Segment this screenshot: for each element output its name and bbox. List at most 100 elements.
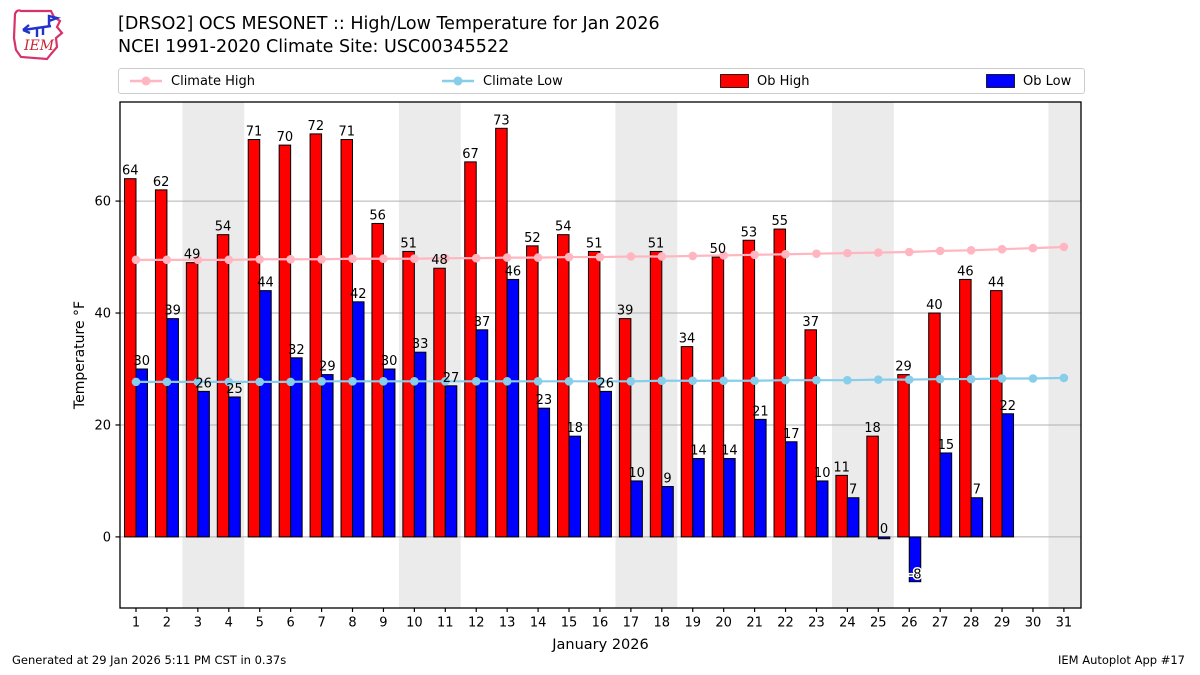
x-tick-label: 13	[499, 616, 516, 631]
value-label: 44	[257, 276, 274, 291]
climate-low-line	[131, 373, 1069, 387]
climate-high-line	[131, 242, 1069, 265]
ob-low-swatch-icon	[986, 74, 1015, 88]
value-label: 27	[443, 371, 460, 386]
value-label: 64	[122, 164, 139, 179]
bar-day-19	[680, 346, 694, 538]
value-label: 71	[338, 125, 355, 140]
bar-day-23	[815, 480, 829, 538]
value-label: 25	[226, 382, 243, 397]
value-label: 39	[164, 304, 181, 319]
bar-day-20	[711, 256, 725, 538]
value-label: 49	[184, 248, 201, 263]
legend-item-ob-high: Ob High	[720, 69, 810, 93]
x-tick-label: 5	[256, 616, 264, 631]
x-tick-label: 14	[530, 616, 547, 631]
bar-day-20	[723, 458, 736, 538]
bar-day-21	[754, 418, 767, 538]
bar-day-24	[835, 474, 848, 538]
legend-label: Climate Low	[483, 73, 563, 89]
value-label: 70	[277, 130, 294, 145]
y-axis: 0 20 40 60 Temperature °F	[72, 195, 120, 545]
x-tick-label: 27	[932, 616, 949, 631]
y-tick-label: 20	[94, 418, 111, 433]
value-label: 7	[973, 483, 981, 498]
value-label: 14	[690, 444, 707, 459]
value-label: 26	[597, 376, 614, 391]
x-tick-label: 2	[163, 616, 171, 631]
value-label: 40	[926, 298, 943, 313]
bar-day-9	[382, 368, 396, 538]
bar-day-28	[970, 497, 984, 538]
x-tick-label: 25	[870, 616, 887, 631]
y-tick-label: 0	[103, 530, 111, 545]
ob-high-swatch-icon	[720, 74, 749, 88]
value-label: 72	[308, 119, 325, 134]
bar-day-8	[340, 139, 354, 538]
x-tick-label: 12	[468, 616, 485, 631]
bar-day-8	[352, 301, 365, 538]
bar-day-23	[804, 329, 817, 538]
value-label: 34	[679, 332, 696, 347]
bar-day-14	[526, 245, 539, 538]
bar-day-6	[278, 144, 292, 538]
x-tick-label: 21	[746, 616, 763, 631]
bar-day-12	[464, 161, 477, 538]
x-tick-label: 9	[379, 616, 387, 631]
value-label: 0	[880, 522, 888, 537]
legend-label: Ob High	[757, 73, 810, 89]
x-tick-label: 24	[839, 616, 856, 631]
bar-day-13	[495, 127, 508, 538]
value-label: 10	[814, 466, 831, 481]
x-tick-label: 7	[317, 616, 325, 631]
x-tick-label: 23	[808, 616, 825, 631]
value-label: 71	[246, 125, 263, 140]
value-label: 23	[536, 393, 553, 408]
legend-label: Climate High	[171, 73, 256, 89]
bar-day-27	[928, 312, 941, 538]
bar-day-17	[618, 318, 632, 538]
value-label: 17	[783, 427, 800, 442]
x-tick-label: 16	[592, 616, 609, 631]
value-label: 18	[566, 421, 583, 436]
x-tick-label: 8	[348, 616, 356, 631]
autoplot-app-label: IEM Autoplot App #17	[1057, 653, 1185, 667]
value-label: 48	[431, 253, 448, 268]
value-label: 22	[1000, 399, 1017, 414]
bar-day-15	[557, 234, 570, 538]
value-label: 33	[412, 337, 429, 352]
bar-day-25	[877, 536, 891, 540]
x-tick-label: 17	[623, 616, 640, 631]
bar-day-18	[661, 486, 674, 538]
value-label: -8	[909, 568, 922, 583]
bar-day-29	[1001, 413, 1015, 538]
ob-high-bars	[124, 127, 1003, 538]
bar-day-25	[866, 435, 879, 538]
bar-day-16	[599, 390, 612, 538]
x-tick-label: 28	[963, 616, 980, 631]
value-label: 14	[721, 444, 738, 459]
value-label: 7	[849, 483, 857, 498]
value-label: 52	[524, 231, 541, 246]
legend: Climate High Climate Low Ob High Ob Low	[118, 68, 1085, 94]
bar-day-7	[309, 133, 323, 538]
bar-day-24	[846, 497, 860, 538]
value-label: 46	[957, 264, 974, 279]
climate-low-marker-icon	[442, 76, 474, 86]
value-label: 50	[710, 242, 727, 257]
bar-day-28	[959, 278, 972, 538]
weather-vane-icon	[22, 14, 62, 37]
bar-day-10	[413, 351, 427, 538]
bar-day-15	[568, 435, 582, 538]
x-tick-label: 4	[225, 616, 233, 631]
legend-item-climate-high: Climate High	[129, 69, 255, 93]
x-axis-title: January 2026	[551, 637, 648, 653]
x-tick-label: 3	[194, 616, 202, 631]
x-tick-label: 20	[715, 616, 732, 631]
legend-item-climate-low: Climate Low	[441, 69, 563, 93]
value-label: 51	[400, 236, 417, 251]
value-label: 62	[153, 175, 170, 190]
value-label: 73	[493, 113, 510, 128]
page-subtitle: NCEI 1991-2020 Climate Site: USC00345522	[118, 37, 510, 57]
value-label: 11	[833, 460, 850, 475]
